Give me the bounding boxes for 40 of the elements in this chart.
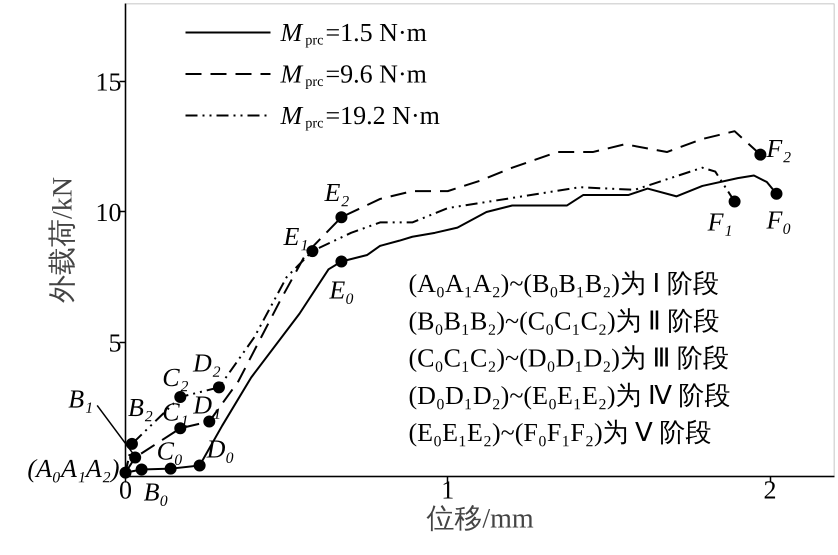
x-tick-label: 1 <box>441 476 454 504</box>
point <box>136 463 148 476</box>
annotation: B₁ <box>68 384 94 414</box>
annotation: (A₀A₁A₂)~(B₀B₁B₂)为 Ⅰ 阶段 <box>408 269 719 298</box>
annotation: (D₀D₁D₂)~(E₀E₁E₂)为 Ⅳ 阶段 <box>408 380 731 410</box>
annotation: (C₀C₁C₂)~(D₀D₁D₂)为 Ⅲ 阶段 <box>408 344 729 373</box>
annotation: C₁ <box>162 397 189 426</box>
annotation: (B₀B₁B₂)~(C₀C₁C₂)为 Ⅱ 阶段 <box>408 306 720 336</box>
annotation: D₂ <box>192 348 221 378</box>
y-tick-label: 5 <box>108 328 122 358</box>
x-tick-label: 2 <box>764 476 777 504</box>
point <box>129 451 142 464</box>
x-axis-title: 位移/mm <box>426 504 534 534</box>
x-tick-label: 0 <box>119 476 132 504</box>
point <box>335 256 348 268</box>
point <box>306 245 318 258</box>
point <box>174 391 186 404</box>
point <box>728 196 741 208</box>
annotation: F₁ <box>706 208 733 237</box>
point <box>335 211 348 224</box>
annotation: E₂ <box>324 178 350 208</box>
point <box>126 438 138 450</box>
annotation: E₁ <box>282 222 308 252</box>
annotation: C₂ <box>162 363 189 392</box>
point <box>212 381 225 394</box>
y-tick-label: 10 <box>96 198 122 227</box>
point <box>770 188 782 200</box>
annotation: B₂ <box>128 392 153 422</box>
point <box>194 460 206 472</box>
point <box>754 148 766 161</box>
annotation: C₀ <box>156 436 184 466</box>
annotation: E₀ <box>328 276 354 304</box>
annotation: F₂ <box>765 134 792 164</box>
annotation: B₀ <box>144 477 169 506</box>
y-tick-label: 15 <box>96 68 122 97</box>
annotation: F₀ <box>765 206 792 235</box>
annotation: (A₀A₁A₂) <box>27 454 120 484</box>
annotation: D₁ <box>192 390 222 420</box>
annotation: (E₀E₁E₂)~(F₀F₁F₂)为 Ⅴ 阶段 <box>408 418 712 448</box>
y-axis-title: 外载荷/kN <box>48 177 78 303</box>
